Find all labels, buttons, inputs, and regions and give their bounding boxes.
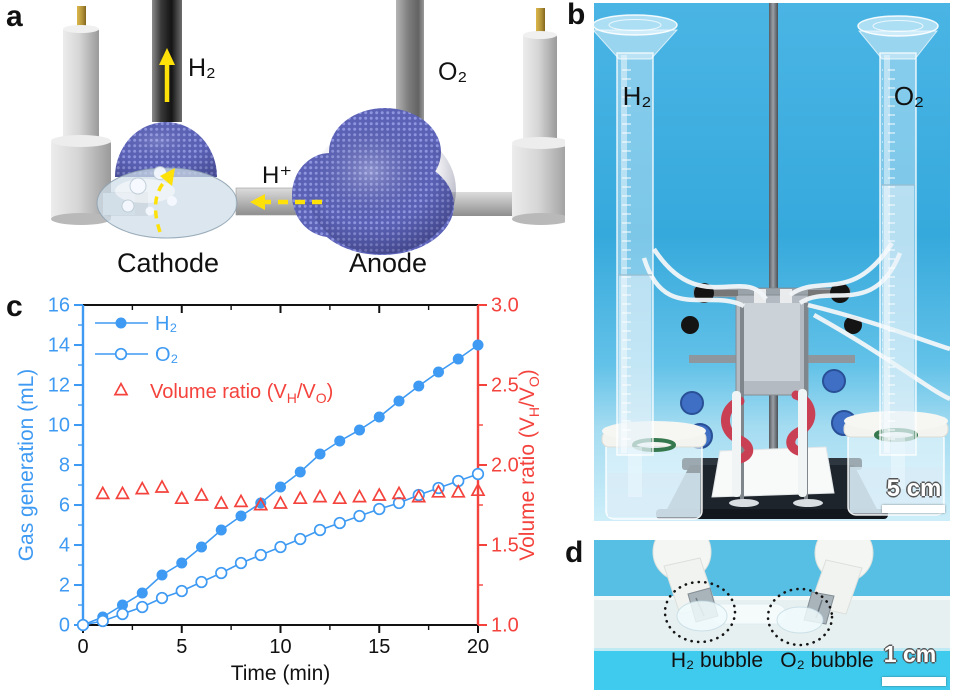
gas-generation-chart: 0 5 10 15 20 0 2 4 6 8 10 12 14 16 1.0 1.5 2.0 2.5 3.0 Time… <box>15 295 542 686</box>
panel-letter-a: a <box>6 0 23 33</box>
h2-label-a: H₂ <box>188 54 216 82</box>
nozzle-right <box>803 540 874 625</box>
o2-outlet-tube <box>396 0 424 126</box>
gas-collection-bottle-right <box>843 411 949 516</box>
scale-bar-label-b: 5 cm <box>886 475 942 502</box>
left-axis-title: Gas generation (mL) <box>15 369 38 562</box>
svg-text:14: 14 <box>48 335 70 357</box>
svg-text:2.5: 2.5 <box>491 375 519 397</box>
o2-bubble-circle <box>766 587 834 647</box>
h2-bubble-label: H₂ bubble <box>670 649 764 672</box>
gas-collection-bottle-left <box>601 421 707 520</box>
scale-bar-label-d: 1 cm <box>883 641 937 667</box>
right-axis-title: Volume ratio (VH/VO) <box>516 369 542 560</box>
svg-text:10: 10 <box>48 415 70 437</box>
svg-text:H₂: H₂ <box>155 313 177 335</box>
svg-text:1.5: 1.5 <box>491 535 519 557</box>
anode-label: Anode <box>348 248 428 278</box>
svg-text:12: 12 <box>48 375 70 397</box>
h2-bubble-circle <box>663 580 737 644</box>
svg-text:20: 20 <box>467 636 489 658</box>
electrolyzer-schematic <box>51 0 565 255</box>
o2-bubble-glass <box>776 606 824 634</box>
svg-text:4: 4 <box>59 535 70 557</box>
svg-text:6: 6 <box>59 495 70 517</box>
o2-bubble-label: O₂ bubble <box>780 649 874 672</box>
h2-bubble-glass <box>676 600 728 632</box>
svg-text:3.0: 3.0 <box>491 295 519 317</box>
panel-d: d <box>560 538 955 693</box>
cathode-blob <box>96 122 238 239</box>
o2-label-a: O₂ <box>438 58 468 86</box>
bubble-photo: H₂ bubble O₂ bubble 1 cm <box>594 540 950 690</box>
svg-text:5: 5 <box>176 636 187 658</box>
h2-label-b: H₂ <box>622 81 652 111</box>
svg-text:Volume ratio (VH/VO): Volume ratio (VH/VO) <box>150 381 333 406</box>
stand-rod <box>769 3 778 471</box>
scale-bar-b <box>882 505 945 513</box>
svg-text:8: 8 <box>59 455 70 477</box>
setup-photo-art <box>594 3 950 521</box>
svg-text:0: 0 <box>77 636 88 658</box>
right-arm <box>445 192 520 216</box>
x-axis-title: Time (min) <box>231 662 331 685</box>
svg-text:15: 15 <box>368 636 390 658</box>
h-plus-arrow <box>250 194 322 210</box>
left-electrode-post <box>51 6 111 225</box>
h-plus-label: H⁺ <box>262 162 292 189</box>
series-0 <box>77 339 484 631</box>
panel-a: a H₂ O₂ H⁺ Cathode Anode <box>0 0 565 290</box>
svg-text:2.0: 2.0 <box>491 455 519 477</box>
panel-b: b <box>560 0 955 530</box>
anode-blob <box>292 108 456 255</box>
right-electrode-post <box>512 8 565 225</box>
h2-up-arrow <box>159 48 175 102</box>
cathode-label: Cathode <box>116 248 220 278</box>
panel-letter-b: b <box>567 0 586 31</box>
svg-text:2: 2 <box>59 575 70 597</box>
panel-letter-c: c <box>6 290 23 323</box>
svg-text:16: 16 <box>48 295 70 317</box>
legend: H₂ O₂ Volume ratio (VH/VO) <box>95 313 333 406</box>
series-2 <box>95 479 486 511</box>
svg-text:1.0: 1.0 <box>491 615 519 637</box>
svg-text:10: 10 <box>269 636 291 658</box>
panel-c: 0 5 10 15 20 0 2 4 6 8 10 12 14 16 1.0 1.5 2.0 2.5 3.0 Time… <box>0 290 560 693</box>
circulation-arrow <box>153 176 170 233</box>
bubble-photo-art <box>594 540 950 690</box>
setup-photo: H₂ O₂ 5 cm <box>594 3 950 521</box>
burette-h2 <box>594 14 679 456</box>
panel-letter-d: d <box>565 536 584 569</box>
burette-o2 <box>857 15 939 456</box>
series-1 <box>76 467 485 632</box>
scale-bar-d <box>882 677 946 686</box>
svg-text:O₂: O₂ <box>155 344 178 366</box>
o2-label-b: O₂ <box>893 81 925 111</box>
svg-text:0: 0 <box>59 615 70 637</box>
